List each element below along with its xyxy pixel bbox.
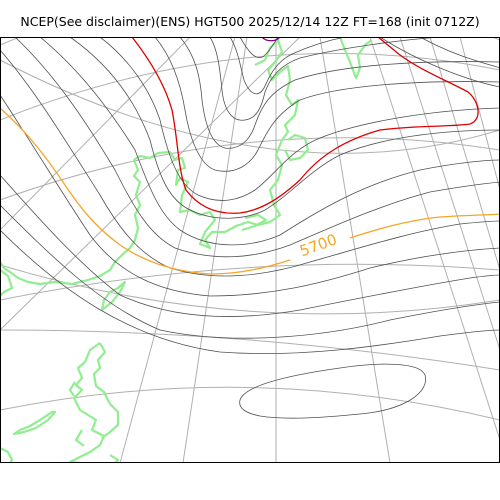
closed-low-contour [240,364,426,418]
graticule [0,0,500,463]
orange-5700-contour-east [350,214,500,238]
orange-5700-contour [0,108,290,274]
red-contour [132,37,478,213]
